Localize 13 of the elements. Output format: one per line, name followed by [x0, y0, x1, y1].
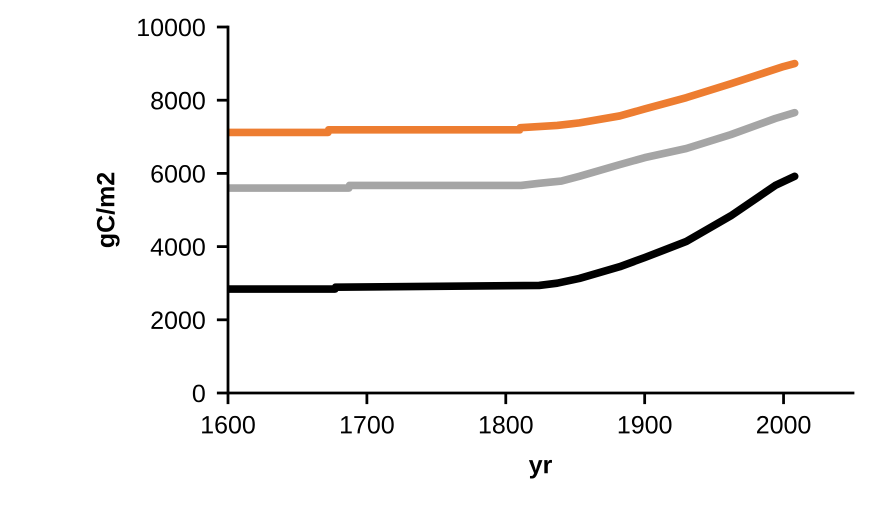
x-tick-label: 2000: [757, 416, 810, 434]
x-tick-label: 1900: [618, 416, 672, 434]
y-axis-title: gC/m2: [96, 172, 120, 248]
x-axis-title: yr: [528, 460, 552, 478]
y-tick-label: 10000: [138, 18, 205, 36]
x-tick-label: 1700: [340, 416, 394, 434]
x-tick-label: 1800: [480, 416, 533, 434]
y-tick-label: 6000: [151, 165, 205, 183]
y-tick-label: 8000: [151, 92, 205, 110]
y-tick-label: 2000: [151, 311, 205, 330]
x-tick-label: 1600: [202, 416, 255, 434]
y-tick-label: 4000: [150, 238, 205, 256]
y-tick-label: 0: [192, 384, 205, 402]
